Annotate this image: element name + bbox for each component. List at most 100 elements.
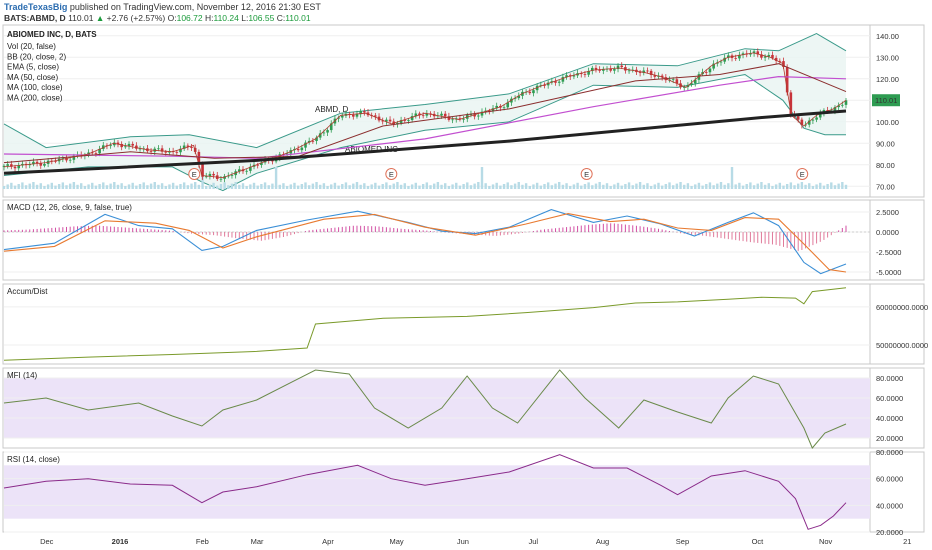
- price-pane-title: ABIOMED INC, D, BATS: [7, 30, 97, 39]
- x-tick-label: Nov: [819, 537, 833, 546]
- volume-bar: [83, 186, 87, 189]
- volume-bar: [230, 183, 234, 189]
- volume-bar: [785, 184, 789, 189]
- volume-bar: [57, 184, 61, 189]
- volume-bar: [686, 183, 690, 189]
- volume-bar: [491, 184, 495, 189]
- mfi-tick-label: 20.0000: [876, 434, 903, 443]
- volume-bar: [212, 182, 215, 189]
- candle-body: [590, 67, 594, 72]
- rsi-pane-title: RSI (14, close): [7, 455, 60, 464]
- candle-body: [602, 68, 605, 71]
- volume-bar: [80, 183, 83, 189]
- x-tick-label: Dec: [40, 537, 54, 546]
- volume-bar: [480, 167, 484, 189]
- candle-body: [245, 170, 248, 172]
- candle-body: [418, 113, 421, 116]
- indicator-legend-item: MA (50, close): [7, 73, 58, 82]
- volume-bar: [374, 182, 377, 189]
- candle-body: [517, 95, 521, 99]
- candle-body: [627, 70, 631, 72]
- ma200-line: [3, 109, 847, 175]
- candle-body: [160, 148, 164, 152]
- candle-body: [502, 107, 506, 109]
- volume-bar: [694, 184, 697, 189]
- volume-bar: [671, 185, 675, 189]
- candle-body: [300, 147, 304, 151]
- candle-body: [385, 119, 388, 122]
- pane-frame: [2, 24, 925, 198]
- candle-body: [760, 54, 763, 58]
- volume-bar: [399, 184, 403, 189]
- candle-body: [837, 105, 840, 108]
- volume-bar: [98, 184, 101, 189]
- candle-body: [329, 123, 333, 131]
- volume-bar: [605, 183, 609, 189]
- mfi-tick-label: 80.0000: [876, 374, 903, 383]
- candle-body: [785, 67, 789, 93]
- candle-body: [340, 115, 344, 118]
- candle-body: [374, 115, 377, 117]
- volume-bar: [91, 182, 94, 189]
- volume-bar: [819, 182, 822, 189]
- candle-body: [315, 137, 318, 141]
- volume-bar: [274, 167, 278, 189]
- volume-bar: [32, 182, 35, 189]
- rsi-tick-label: 20.0000: [876, 528, 903, 537]
- candle-body: [113, 142, 116, 146]
- volume-bar: [421, 184, 425, 189]
- candle-body: [249, 166, 252, 171]
- low-value: 106.55: [248, 13, 275, 23]
- author-link[interactable]: TradeTexasBig: [4, 2, 68, 12]
- volume-bar: [256, 185, 259, 189]
- volume-bar: [46, 184, 50, 189]
- candle-body: [587, 71, 590, 75]
- candle-body: [506, 102, 510, 108]
- volume-bar: [620, 185, 623, 189]
- volume-bar: [708, 182, 712, 189]
- volume-bar: [263, 182, 267, 189]
- volume-bar: [333, 182, 337, 189]
- x-tick-label: Aug: [596, 537, 609, 546]
- close-value: 110.01: [285, 13, 311, 23]
- volume-bar: [157, 184, 160, 189]
- candle-body: [789, 92, 793, 115]
- volume-bar: [68, 183, 72, 189]
- candle-body: [32, 161, 35, 165]
- volume-bar: [767, 183, 770, 189]
- earnings-marker: [796, 168, 809, 180]
- volume-bar: [521, 184, 524, 189]
- volume-bar: [388, 185, 392, 189]
- pane-frame: [2, 283, 925, 365]
- volume-bar: [13, 185, 17, 189]
- candle-body: [414, 113, 418, 117]
- candle-body: [164, 151, 168, 153]
- price-tick-label: 130.00: [876, 53, 899, 62]
- candle-body: [43, 163, 46, 166]
- candle-body: [752, 51, 756, 54]
- candle-body: [771, 54, 774, 58]
- volume-bar: [432, 183, 436, 189]
- candle-body: [638, 72, 642, 74]
- candle-body: [807, 120, 811, 125]
- volume-bar: [774, 184, 778, 189]
- candle-body: [583, 74, 587, 75]
- volume-bar: [602, 184, 605, 189]
- volume-bar: [24, 185, 28, 189]
- candle-body: [135, 145, 138, 149]
- mfi-tick-label: 60.0000: [876, 394, 903, 403]
- volume-bar: [705, 184, 708, 189]
- candle-body: [594, 67, 598, 70]
- candle-body: [226, 175, 230, 177]
- volume-bar: [458, 185, 462, 189]
- publish-header: TradeTexasBig published on TradingView.c…: [4, 2, 321, 12]
- candle-body: [296, 148, 300, 151]
- volume-bar: [223, 182, 226, 189]
- volume-bar: [300, 184, 304, 189]
- volume-bar: [102, 182, 105, 189]
- candle-body: [697, 74, 701, 80]
- pane-frame: [2, 199, 925, 281]
- macd-tick-label: -5.0000: [876, 268, 901, 277]
- volume-bar: [10, 182, 13, 189]
